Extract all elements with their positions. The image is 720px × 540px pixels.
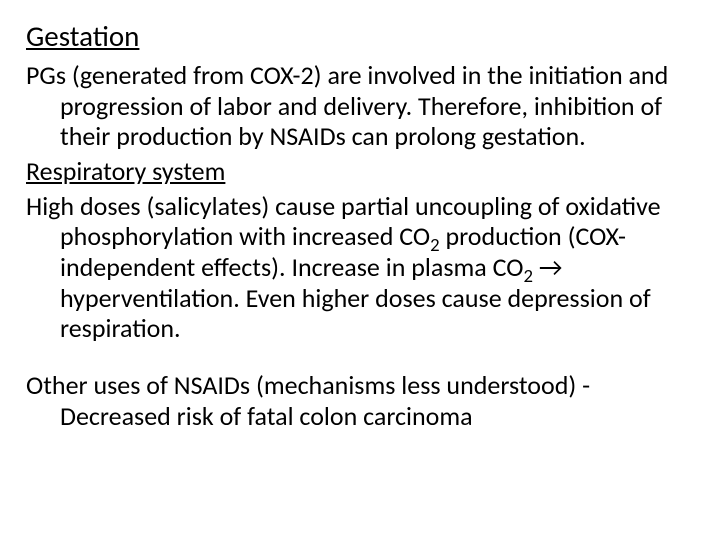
body-text: PGs (generated from COX-2) are involved … <box>26 60 694 431</box>
section-heading-gestation: Gestation <box>26 18 694 54</box>
slide: Gestation PGs (generated from COX-2) are… <box>0 0 720 540</box>
paragraph-other-uses: Other uses of NSAIDs (mechanisms less un… <box>26 370 694 431</box>
section-heading-respiratory: Respiratory system <box>26 156 694 187</box>
respiratory-underline: Respiratory system <box>26 155 225 187</box>
paragraph-respiratory: High doses (salicylates) cause partial u… <box>26 191 694 344</box>
paragraph-gestation: PGs (generated from COX-2) are involved … <box>26 60 694 152</box>
